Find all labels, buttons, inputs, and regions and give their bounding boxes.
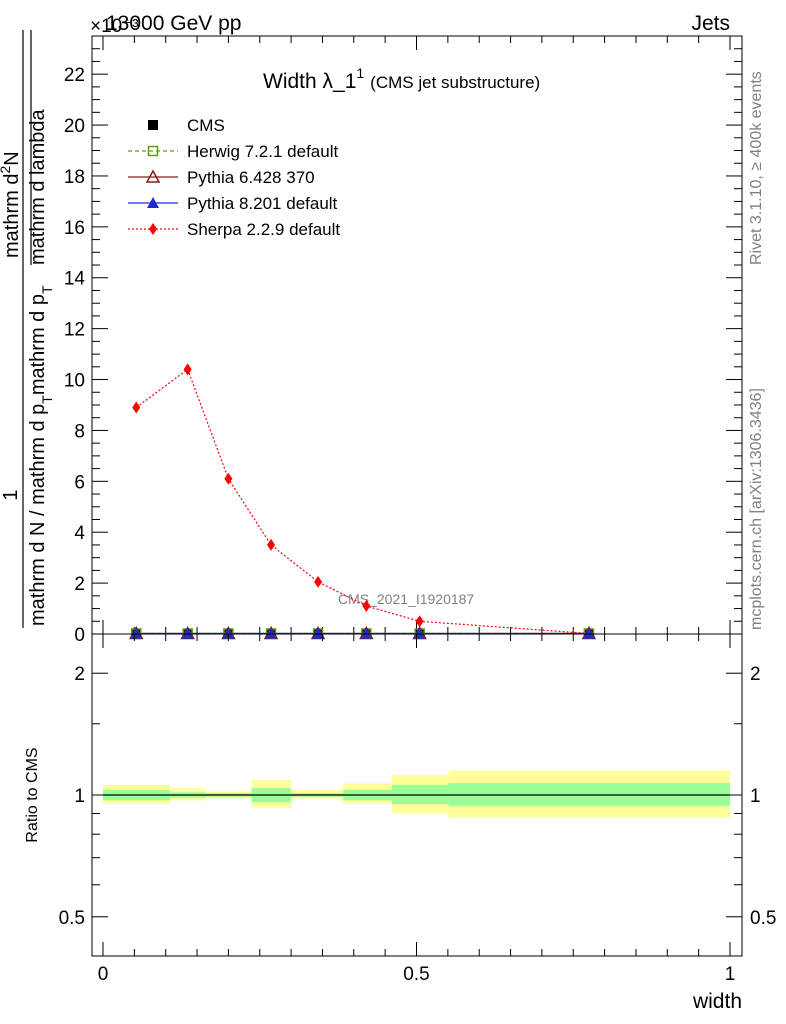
sherpa-marker	[415, 615, 424, 628]
y-tick-label: 0	[74, 625, 85, 646]
y-tick-label: 2	[74, 574, 85, 595]
legend-label-pythia8: Pythia 8.201 default	[187, 194, 338, 213]
ratio-y-ticks: 0.5 0.5 1 1 2 2	[59, 664, 777, 929]
legend-label-cms: CMS	[187, 116, 225, 135]
sherpa-marker	[314, 575, 323, 588]
plot-title: Width λ_11 (CMS jet substructure)	[263, 65, 540, 93]
sherpa-marker	[149, 223, 157, 235]
sherpa-marker	[132, 401, 141, 414]
ylabel-den-a: mathrm d N / mathrm d p	[27, 404, 49, 626]
ylabel-num-a: mathrm d	[1, 174, 23, 258]
ylabel-inner-den: mathrm d lambda	[27, 109, 49, 265]
y-tick-label: 14	[64, 269, 86, 290]
y-exponent: ×10⁻³	[90, 16, 139, 37]
ratio-tick-label-right: 2	[750, 664, 761, 685]
legend-label-herwig: Herwig 7.2.1 default	[187, 142, 338, 161]
sherpa-marker	[362, 600, 371, 613]
ylabel-den-sub2: T	[39, 285, 55, 294]
y-tick-label: 16	[64, 218, 85, 239]
legend-label-sherpa: Sherpa 2.2.9 default	[187, 220, 340, 239]
ylabel-den-b: mathrm d p	[27, 294, 49, 395]
rivet-label: Rivet 3.1.10, ≥ 400k events	[748, 71, 765, 265]
x-tick-label: 0	[98, 964, 109, 985]
y-tick-label: 12	[64, 320, 85, 341]
plot-subtitle: (CMS jet substructure)	[370, 73, 540, 92]
y-tick-label: 20	[64, 116, 85, 137]
sherpa-marker	[224, 472, 233, 485]
ratio-bands-layer	[103, 770, 730, 818]
header-jets: Jets	[691, 12, 730, 35]
legend: CMS Herwig 7.2.1 default Pythia 6.428 370 P…	[128, 116, 340, 239]
y-tick-label: 6	[74, 472, 85, 493]
ratio-x-ticks: 0 0.5 1	[98, 634, 736, 985]
y-tick-label: 4	[74, 523, 85, 544]
ratio-tick-label-right: 1	[750, 786, 761, 807]
pythia8-marker	[360, 627, 373, 639]
ylabel-one: 1	[0, 489, 22, 500]
main-ylabel: 1 mathrm d N / mathrm d pTmathrm d pT ma…	[0, 30, 55, 628]
sherpa-line	[135, 368, 589, 635]
pythia8-marker	[312, 627, 325, 639]
ylabel-num-sup: 2	[0, 166, 13, 174]
ratio-tick-label: 0.5	[59, 908, 85, 929]
main-x-ticks	[102, 36, 731, 634]
x-tick-label: 1	[725, 964, 736, 985]
pythia8-marker	[222, 627, 235, 639]
ratio-tick-label: 1	[74, 786, 85, 807]
y-tick-label: 10	[64, 371, 85, 392]
y-tick-label: 8	[74, 421, 85, 442]
pythia8-marker	[265, 627, 278, 639]
main-y-ticks: 0 2 4 6 8 10 12 14 16 18 20 22	[64, 35, 742, 646]
cms-data-point	[148, 120, 158, 130]
main-series-layer	[128, 363, 597, 640]
pythia8-marker	[181, 627, 194, 639]
header-energy: 13000 GeV pp	[106, 12, 241, 35]
ylabel-inner-num: mathrm d2N	[0, 151, 23, 258]
pythia8-marker	[130, 627, 143, 639]
y-tick-label: 22	[64, 65, 85, 86]
x-tick-label: 0.5	[403, 964, 429, 985]
plot-title-main: Width λ_1	[263, 70, 356, 93]
mcplots-label: mcplots.cern.ch [arXiv:1306.3436]	[748, 388, 765, 630]
sherpa-marker	[267, 538, 276, 551]
herwig-marker	[147, 145, 159, 157]
legend-label-pythia6: Pythia 6.428 370	[187, 168, 315, 187]
ylabel-denominator: mathrm d N / mathrm d pTmathrm d pT	[27, 285, 55, 626]
ylabel-num-b: N	[1, 151, 23, 165]
sherpa-marker	[183, 363, 192, 376]
ylabel-inner-den-text: mathrm d lambda	[27, 109, 49, 265]
plot-title-sup: 1	[356, 65, 364, 81]
ylabel-den-sub: T	[39, 395, 55, 404]
ratio-inner-band	[392, 784, 449, 805]
ratio-tick-label-right: 0.5	[750, 908, 776, 929]
x-axis-label: width	[692, 990, 742, 1013]
ratio-ylabel: Ratio to CMS	[24, 747, 41, 842]
pythia6-marker	[145, 169, 161, 183]
pythia8-marker	[147, 197, 159, 208]
analysis-watermark: CMS_2021_I1920187	[338, 591, 474, 607]
y-tick-label: 18	[64, 167, 85, 188]
ratio-tick-label: 2	[74, 664, 85, 685]
pythia8-marker	[582, 627, 595, 639]
